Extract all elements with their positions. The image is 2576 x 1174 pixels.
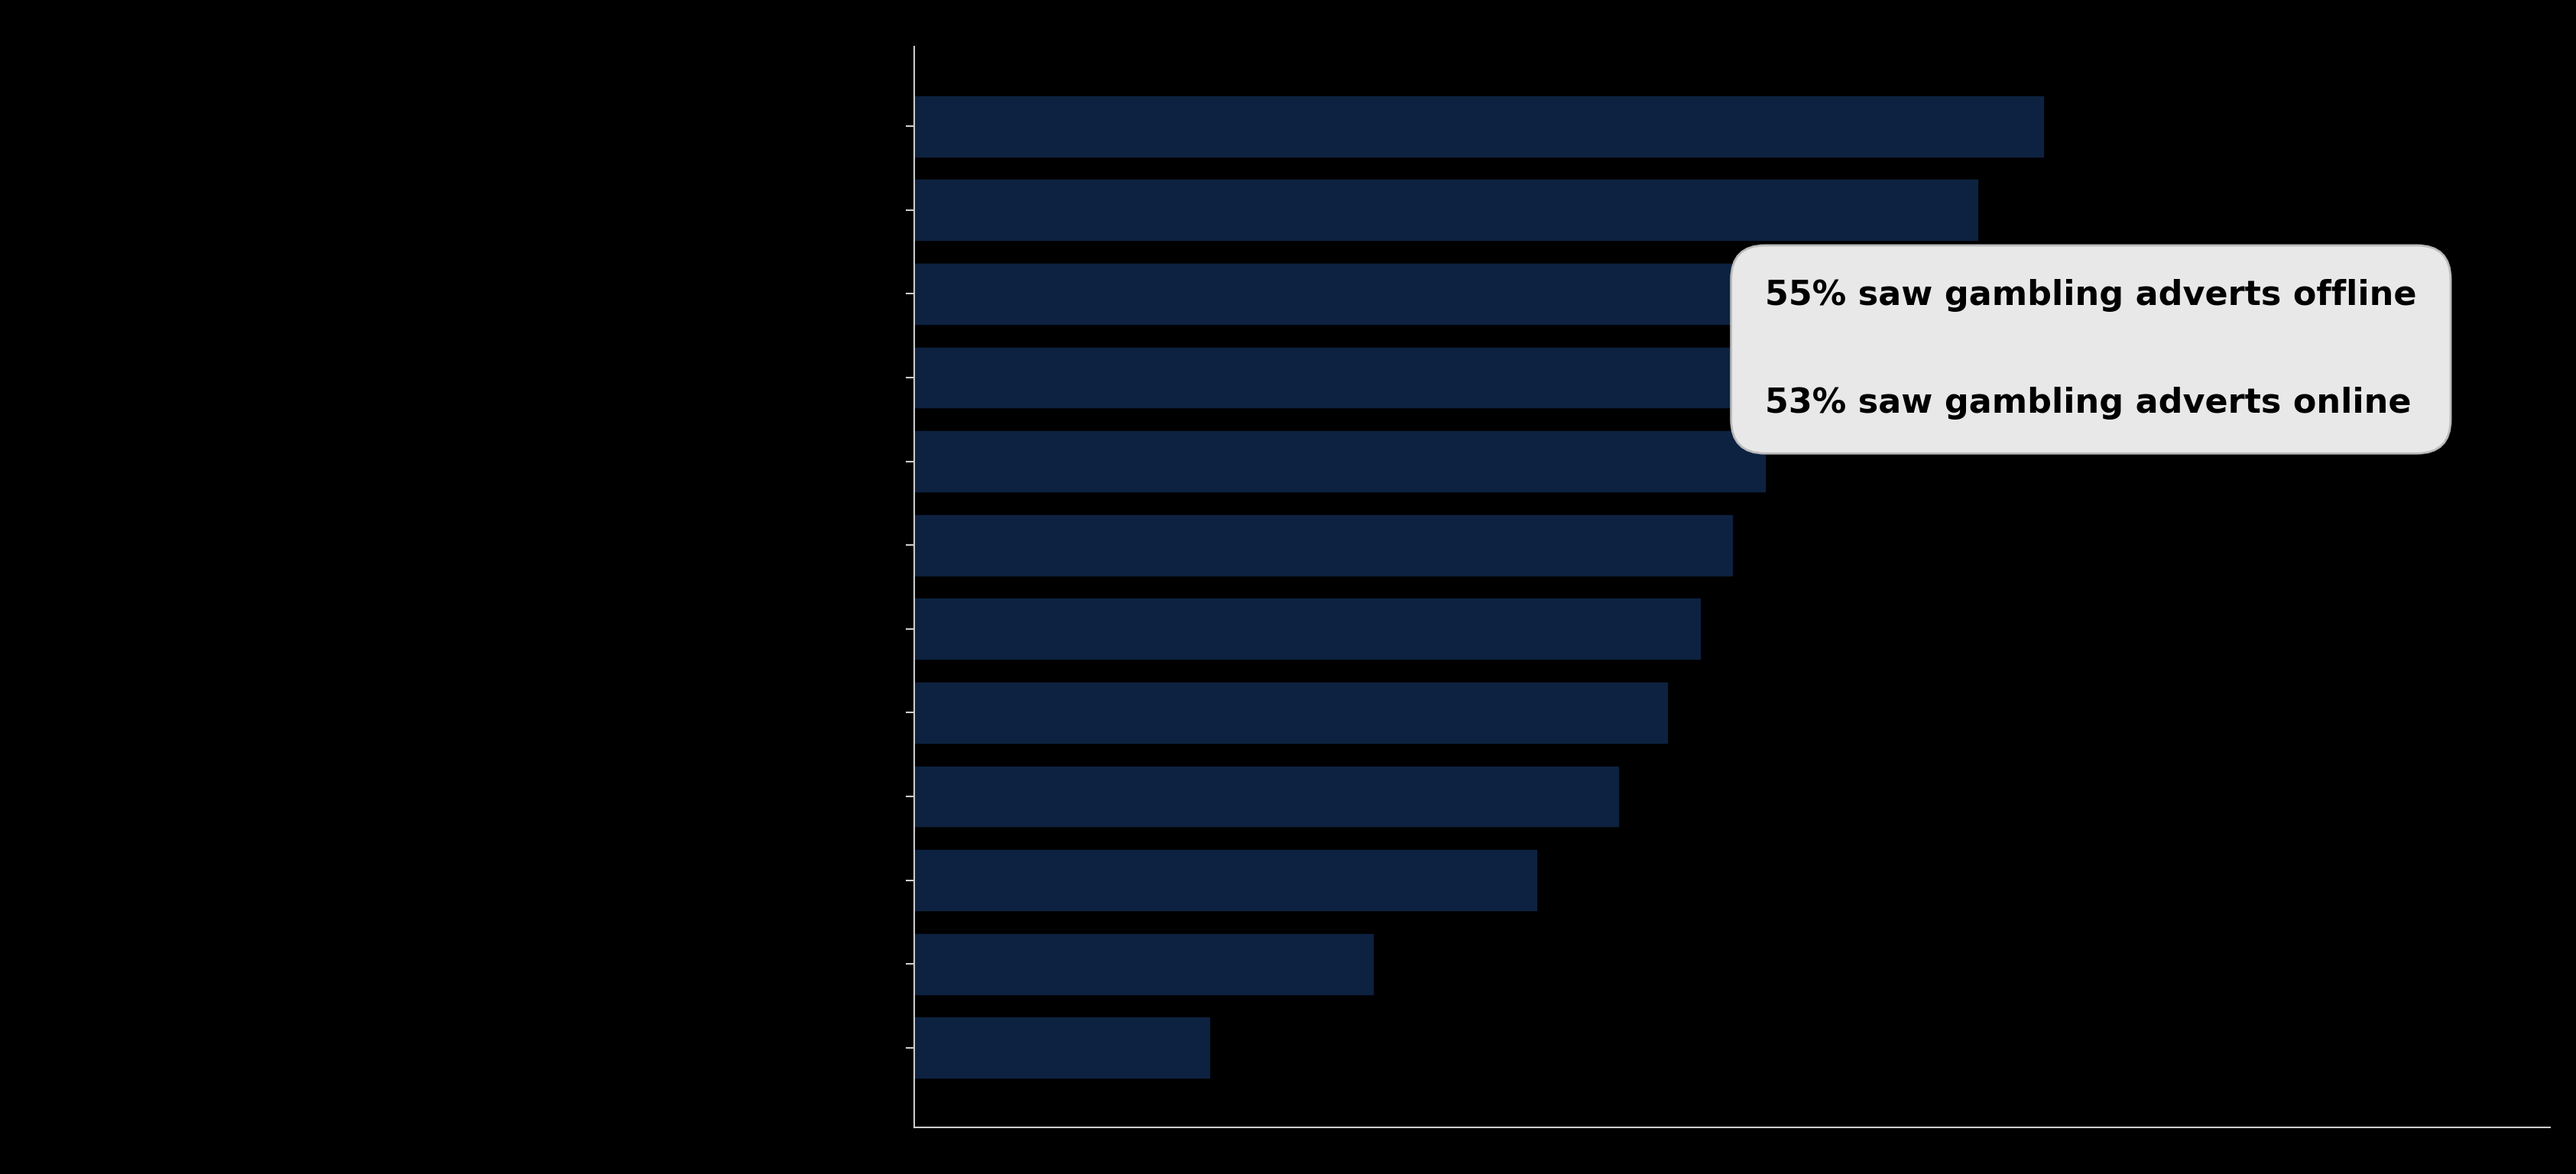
Text: 55% saw gambling adverts offline

53% saw gambling adverts online: 55% saw gambling adverts offline 53% saw…	[1765, 279, 2416, 419]
Bar	[914, 264, 1896, 324]
Bar	[914, 599, 1700, 659]
Bar	[914, 431, 1765, 492]
Bar	[914, 1018, 1208, 1078]
Bar	[914, 180, 1978, 241]
Bar	[914, 850, 1535, 910]
Bar	[914, 348, 1847, 407]
Bar	[914, 682, 1667, 743]
Bar	[914, 767, 1618, 826]
Bar	[914, 515, 1734, 575]
Bar	[914, 96, 2043, 156]
Bar	[914, 933, 1373, 994]
